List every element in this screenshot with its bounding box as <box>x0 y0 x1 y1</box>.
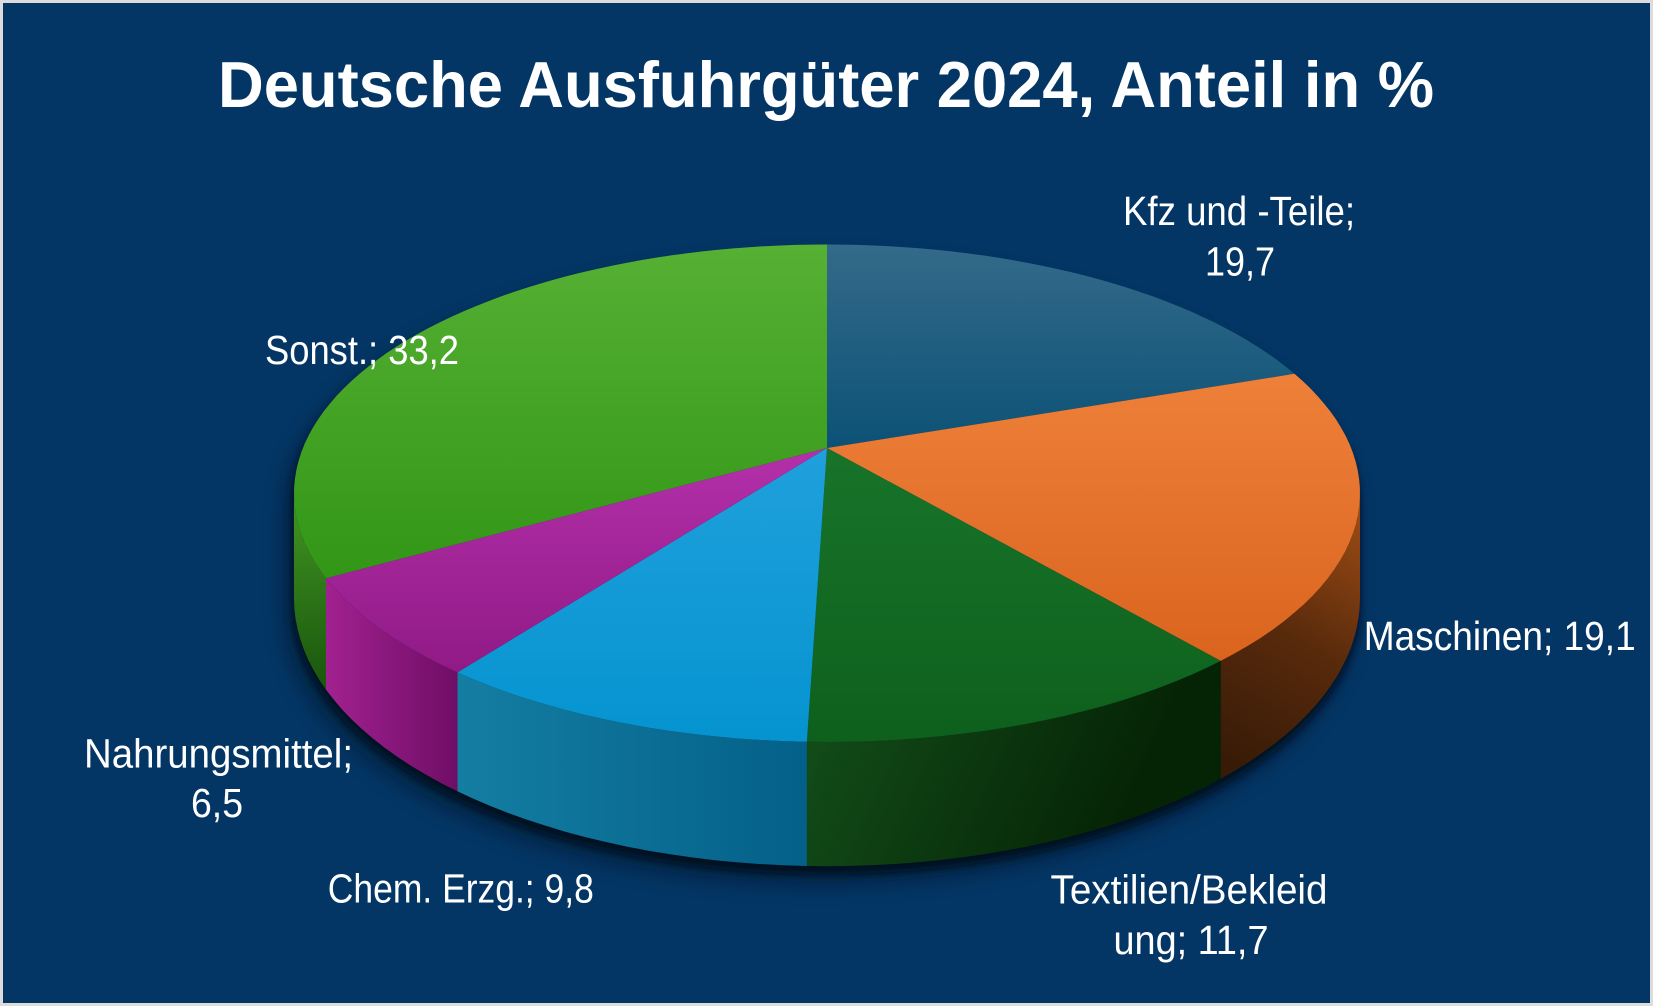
svg-text:Chem. Erzg.; 9,8: Chem. Erzg.; 9,8 <box>328 866 594 912</box>
svg-text:Kfz und -Teile;: Kfz und -Teile; <box>1123 188 1355 234</box>
svg-text:Maschinen; 19,1: Maschinen; 19,1 <box>1364 613 1636 659</box>
svg-text:ung; 11,7: ung; 11,7 <box>1114 917 1269 963</box>
svg-text:6,5: 6,5 <box>191 780 243 826</box>
svg-text:Sonst.; 33,2: Sonst.; 33,2 <box>265 327 459 373</box>
svg-text:19,7: 19,7 <box>1205 239 1275 285</box>
svg-text:Textilien/Bekleid: Textilien/Bekleid <box>1051 867 1328 913</box>
svg-text:Nahrungsmittel;: Nahrungsmittel; <box>84 731 353 777</box>
svg-text:Deutsche Ausfuhrgüter 2024, An: Deutsche Ausfuhrgüter 2024, Anteil in % <box>218 49 1434 121</box>
